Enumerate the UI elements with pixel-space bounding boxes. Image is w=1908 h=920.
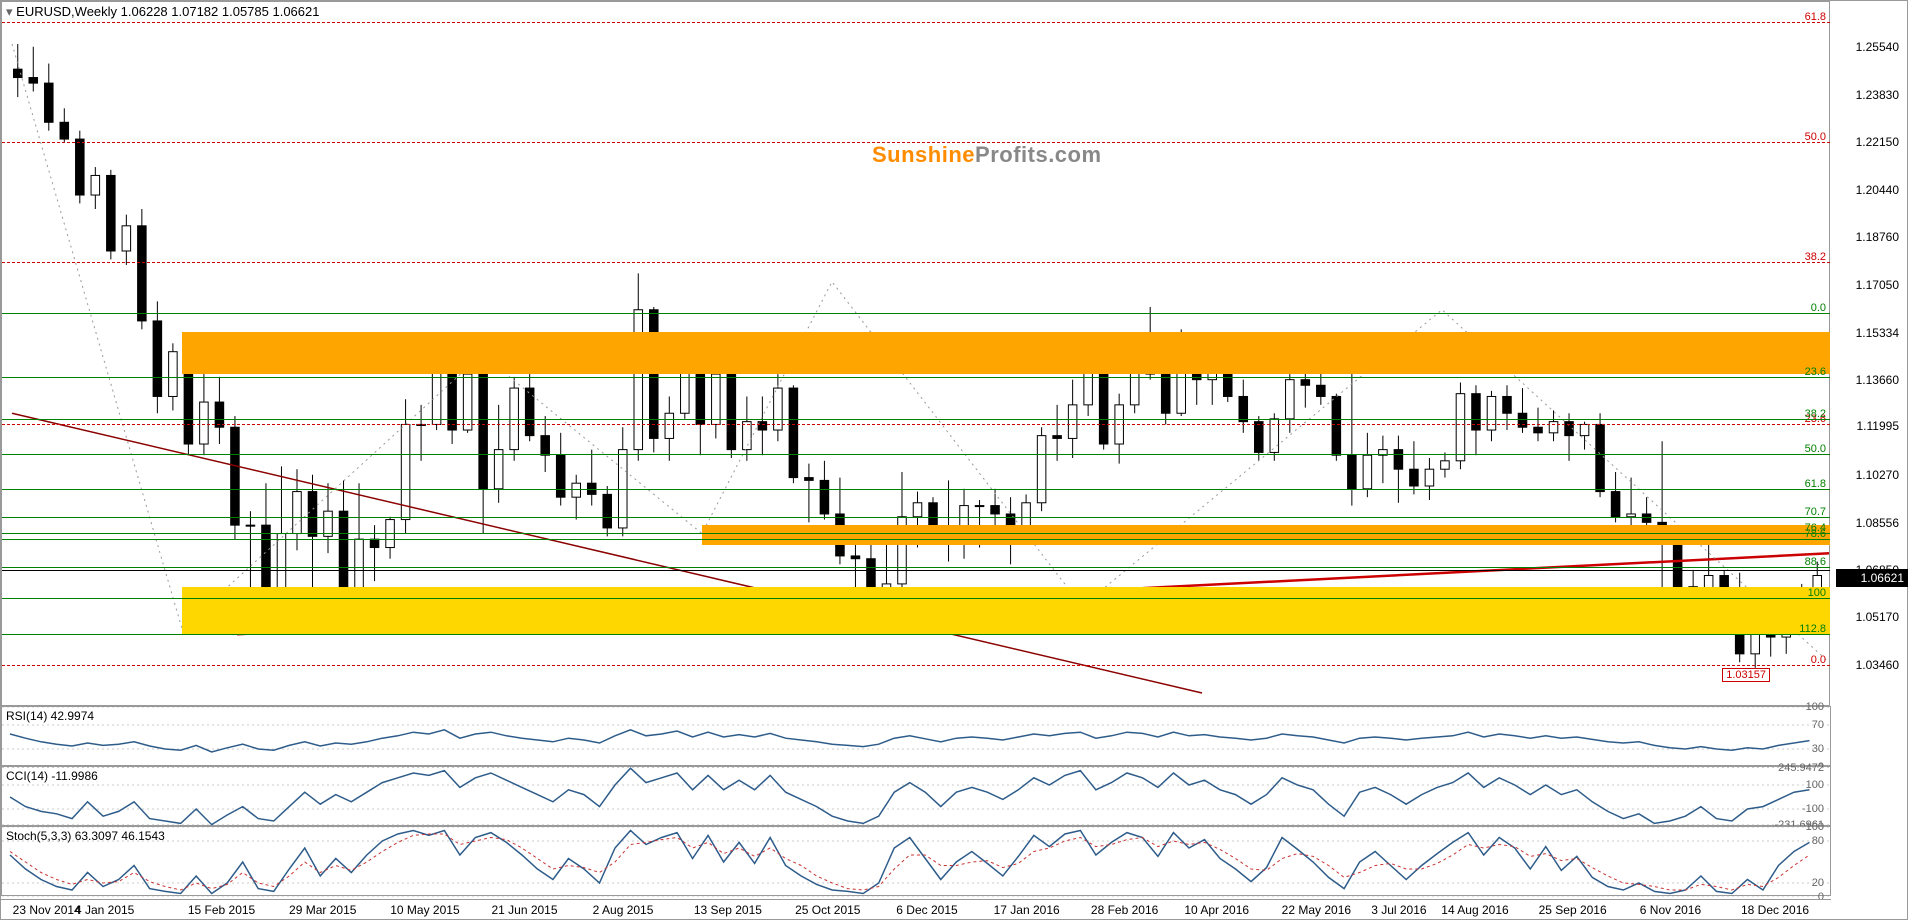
cci-svg	[2, 767, 1832, 827]
rsi-title: RSI(14) 42.9974	[6, 709, 94, 723]
price-y-axis: 1.255401.238301.221501.204401.187601.170…	[1829, 1, 1907, 706]
main-price-chart[interactable]: ▾ EURUSD,Weekly 1.06228 1.07182 1.05785 …	[1, 1, 1831, 706]
symbol-label: EURUSD,Weekly	[16, 4, 117, 19]
ohlc-values: 1.06228 1.07182 1.05785 1.06621	[121, 4, 320, 19]
rsi-svg	[2, 707, 1832, 767]
rsi-indicator[interactable]: RSI(14) 42.9974 10070300	[1, 706, 1831, 766]
cci-title: CCI(14) -11.9986	[6, 769, 98, 783]
stoch-title: Stoch(5,3,3) 63.3097 46.1543	[6, 829, 165, 843]
chart-title: ▾ EURUSD,Weekly 1.06228 1.07182 1.05785 …	[6, 4, 319, 20]
stoch-svg	[2, 827, 1832, 897]
cci-indicator[interactable]: CCI(14) -11.9986 245.9472100-100-231.696…	[1, 766, 1831, 826]
value-annotation: 1.03157	[1722, 668, 1770, 682]
current-price-box: 1.06621	[1836, 569, 1908, 587]
time-x-axis: 23 Nov 20144 Jan 201515 Feb 201529 Mar 2…	[1, 899, 1831, 919]
dropdown-arrow-icon[interactable]: ▾	[6, 4, 13, 19]
watermark: SunshineProfits.com	[872, 142, 1102, 168]
stochastic-indicator[interactable]: Stoch(5,3,3) 63.3097 46.1543 10080200	[1, 826, 1831, 896]
chart-container: ▾ EURUSD,Weekly 1.06228 1.07182 1.05785 …	[0, 0, 1908, 920]
